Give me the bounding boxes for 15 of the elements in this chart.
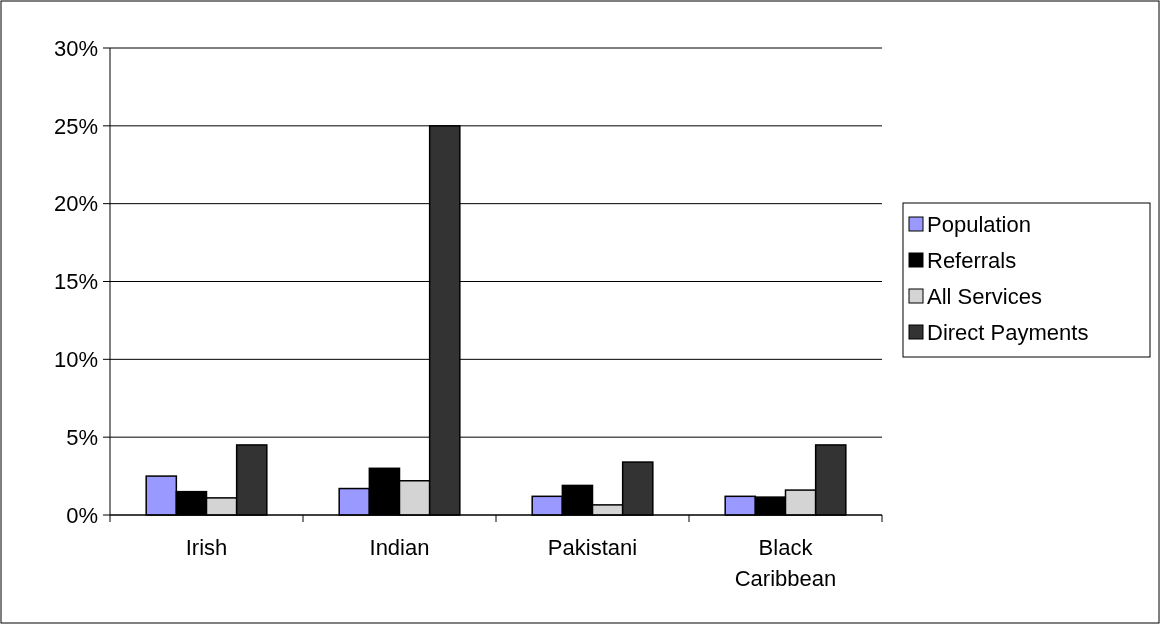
y-tick-label: 10% bbox=[53, 347, 98, 373]
y-tick-label: 20% bbox=[53, 191, 98, 217]
x-tick-label: Irish bbox=[185, 535, 228, 560]
y-tick-label: 30% bbox=[53, 35, 98, 61]
legend-label: Referrals bbox=[927, 247, 1017, 273]
x-tick-label: Black Caribbean bbox=[734, 535, 837, 591]
y-tick-label: 0% bbox=[66, 502, 98, 528]
legend-label: Direct Payments bbox=[927, 319, 1089, 345]
x-tick-label: Indian bbox=[369, 535, 430, 560]
x-tick-label: Pakistani bbox=[547, 535, 638, 560]
y-tick-label: 5% bbox=[66, 424, 98, 450]
legend-label: Population bbox=[927, 211, 1031, 237]
legend-label: All Services bbox=[927, 283, 1042, 309]
y-tick-label: 25% bbox=[53, 113, 98, 139]
y-tick-label: 15% bbox=[53, 269, 98, 295]
